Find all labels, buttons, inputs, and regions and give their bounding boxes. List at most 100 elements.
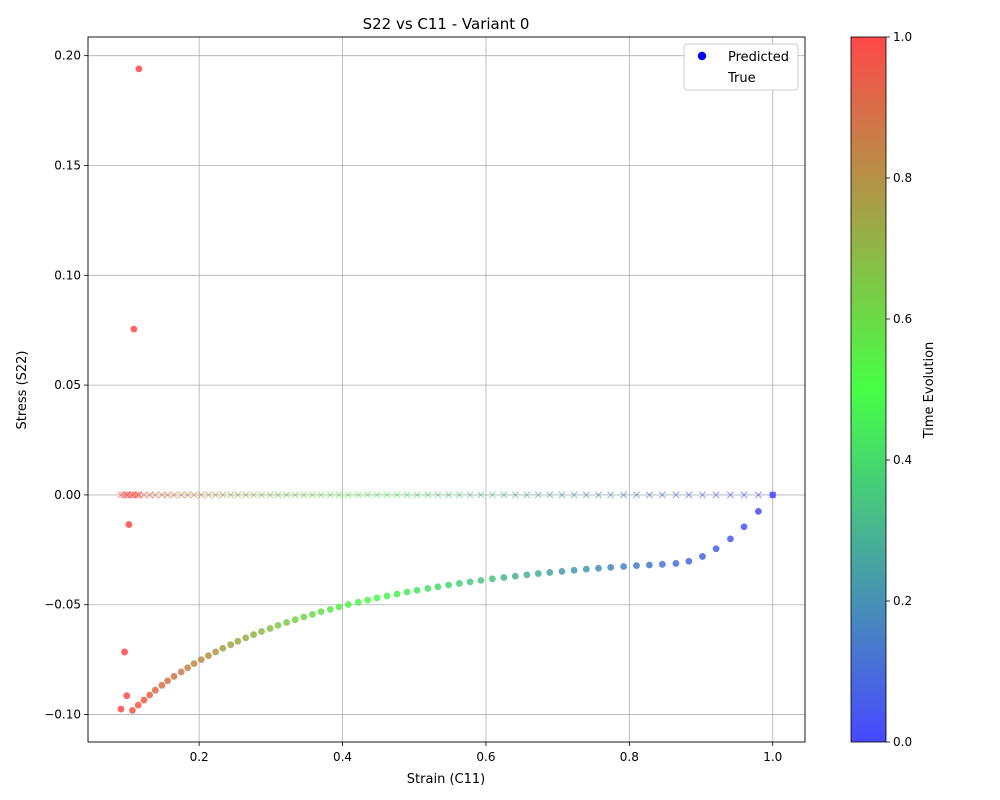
predicted-point — [250, 631, 258, 639]
true-point — [250, 491, 258, 499]
y-tick-label: 0.05 — [54, 378, 81, 392]
true-point — [300, 491, 308, 499]
predicted-point — [712, 545, 720, 553]
true-point — [204, 491, 213, 499]
predicted-point — [546, 569, 554, 576]
predicted-point — [283, 619, 291, 626]
true-point — [234, 491, 242, 499]
legend-box — [683, 43, 799, 91]
predicted-point — [317, 608, 325, 616]
true-point — [466, 491, 474, 499]
y-tick-label: 0.20 — [54, 49, 81, 63]
predicted-point — [190, 660, 198, 667]
predicted-series — [117, 65, 777, 714]
true-point — [274, 491, 282, 499]
colorbar-tick-label: 0.2 — [893, 594, 912, 608]
true-point — [266, 491, 274, 499]
predicted-point — [769, 491, 777, 499]
true-point — [326, 491, 334, 499]
true-point — [712, 491, 720, 499]
true-point — [754, 491, 763, 499]
predicted-point — [344, 601, 352, 608]
predicted-point — [266, 625, 274, 632]
predicted-point — [234, 637, 242, 645]
true-point — [403, 491, 411, 499]
true-point — [344, 491, 352, 499]
colorbar-ticks: 0.0 0.2 0.4 0.6 0.8 1.0 — [886, 30, 912, 749]
predicted-point — [164, 677, 171, 685]
predicted-point — [146, 691, 154, 699]
predicted-point — [633, 562, 640, 570]
colorbar-tick-label: 0.4 — [893, 453, 912, 467]
predicted-point — [523, 571, 531, 579]
predicted-point — [129, 706, 136, 714]
x-tick-label: 1.0 — [763, 750, 782, 764]
true-point — [373, 491, 381, 499]
true-point — [607, 491, 615, 499]
predicted-point — [511, 572, 519, 580]
predicted-point — [335, 603, 343, 611]
true-point — [291, 491, 299, 499]
predicted-point — [300, 613, 308, 621]
predicted-point — [570, 566, 578, 574]
true-point — [570, 491, 578, 499]
true-point — [317, 491, 325, 499]
true-point — [500, 491, 508, 499]
true-point — [212, 491, 220, 499]
predicted-point — [754, 507, 762, 515]
colorbar-tick-label: 0.0 — [893, 735, 912, 749]
true-point — [383, 491, 391, 499]
true-point — [257, 491, 266, 499]
predicted-point — [658, 560, 666, 568]
true-point — [135, 491, 143, 499]
true-point — [170, 491, 178, 499]
predicted-point — [620, 563, 627, 570]
true-point — [354, 491, 362, 499]
y-tick-label: 0.00 — [54, 488, 81, 502]
true-point — [685, 491, 693, 499]
predicted-point — [134, 701, 142, 709]
predicted-point — [354, 598, 362, 606]
predicted-point — [197, 656, 205, 664]
colorbar-tick-label: 0.6 — [893, 312, 912, 326]
true-point — [197, 491, 205, 499]
true-point — [740, 491, 748, 499]
legend-true-label: True — [727, 71, 756, 86]
true-point — [158, 491, 166, 499]
predicted-point — [364, 596, 372, 604]
predicted-point — [445, 581, 453, 589]
predicted-point — [184, 664, 192, 672]
true-point — [434, 491, 442, 499]
true-point — [146, 491, 154, 499]
colorbar-label: Time Evolution — [922, 342, 937, 440]
chart-title: S22 vs C11 - Variant 0 — [363, 15, 530, 33]
predicted-point — [383, 592, 391, 600]
predicted-point — [685, 557, 693, 565]
legend: Predicted True — [683, 43, 799, 91]
predicted-point — [291, 616, 299, 624]
true-point — [413, 491, 421, 499]
true-point — [534, 491, 542, 499]
predicted-point — [672, 560, 680, 567]
predicted-point — [373, 594, 381, 602]
true-point — [645, 491, 654, 499]
true-point — [163, 491, 172, 499]
true-point — [523, 491, 531, 499]
predicted-point — [558, 567, 566, 575]
true-point — [632, 491, 641, 499]
true-point — [619, 491, 628, 499]
predicted-point — [727, 535, 734, 543]
y-tick-label: −0.05 — [44, 598, 81, 612]
predicted-point — [219, 644, 227, 652]
predicted-point — [123, 692, 131, 700]
predicted-point — [135, 65, 143, 73]
predicted-point — [646, 561, 653, 569]
true-point — [582, 491, 590, 499]
true-point — [219, 491, 227, 499]
true-point — [190, 491, 198, 499]
true-point — [126, 491, 134, 499]
predicted-point — [403, 588, 411, 596]
true-point — [308, 491, 317, 499]
colorbar — [850, 36, 887, 743]
